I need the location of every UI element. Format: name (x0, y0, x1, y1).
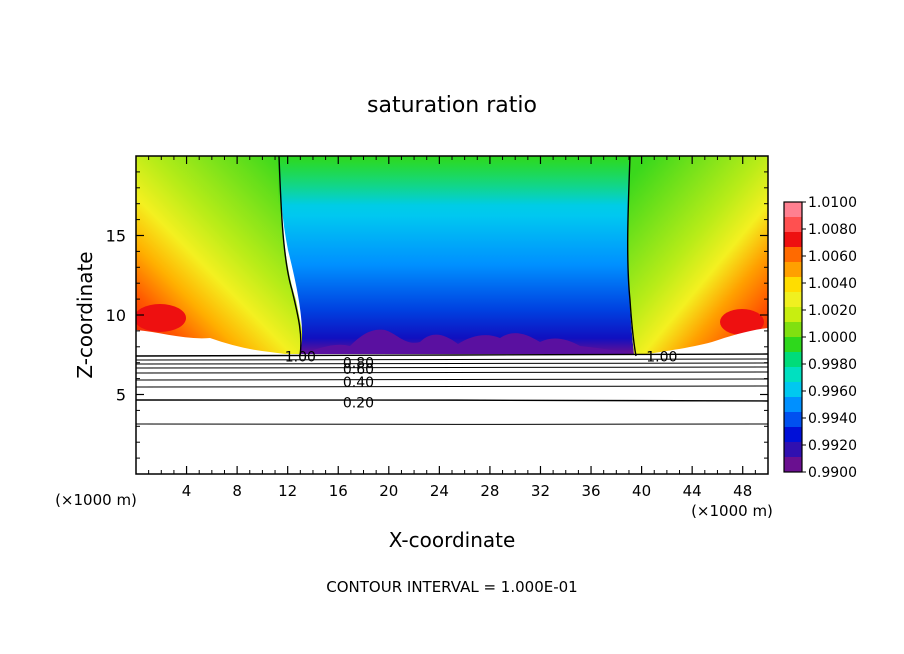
saturation-field (136, 156, 768, 474)
colorbar-label: 0.9920 (808, 438, 857, 454)
colorbar: 1.0100 1.0080 1.0060 1.0040 1.0020 1.0000 0.99… (783, 195, 857, 481)
x-tick-label: 40 (632, 482, 651, 500)
colorbar-label: 0.9940 (808, 411, 857, 427)
colorbar-swatch (784, 322, 802, 338)
colorbar-label: 0.9900 (808, 465, 857, 481)
x-tick-label: 12 (278, 482, 297, 500)
colorbar-swatch (784, 247, 802, 263)
colorbar-swatch (784, 427, 802, 443)
contour-label: 0.40 (343, 375, 374, 391)
colorbar-swatch (784, 367, 802, 383)
contour-label: 0.80 (343, 356, 374, 372)
x-axis-ticks: 4 8 12 16 20 24 28 32 36 40 44 48 (148, 156, 756, 500)
x-tick-label: 48 (733, 482, 752, 500)
contour-interval-label: CONTOUR INTERVAL = 1.000E-01 (326, 578, 577, 596)
colorbar-swatch (784, 457, 802, 473)
y-tick-label: 5 (116, 386, 126, 405)
y-axis-label: Z-coordinate (73, 251, 97, 378)
y-tick-label: 10 (106, 306, 126, 325)
colorbar-label: 0.9960 (808, 384, 857, 400)
x-unit-left: (×1000 m) (55, 491, 137, 509)
chart-title: saturation ratio (367, 93, 537, 118)
colorbar-swatch (784, 397, 802, 413)
colorbar-label: 1.0040 (808, 276, 857, 292)
contour-label: 1.00 (285, 349, 316, 365)
colorbar-label: 1.0080 (808, 222, 857, 238)
colorbar-swatch (784, 292, 802, 308)
colorbar-swatch (784, 352, 802, 368)
contour-label: 0.20 (343, 395, 374, 411)
x-tick-label: 28 (480, 482, 499, 500)
contour-labels: 1.00 1.00 0.800.600.40 0.20 (285, 349, 678, 411)
contour-label: 0.60 (343, 362, 374, 378)
x-tick-label: 20 (379, 482, 398, 500)
y-axis-ticks: 5 10 15 (106, 171, 768, 459)
x-tick-label: 4 (182, 482, 192, 500)
contour-label: 1.00 (646, 349, 677, 365)
x-tick-label: 24 (430, 482, 449, 500)
x-unit-right: (×1000 m) (691, 502, 773, 520)
x-tick-label: 8 (232, 482, 242, 500)
colorbar-swatch (784, 337, 802, 353)
x-tick-label: 32 (531, 482, 550, 500)
contour-lines (135, 353, 769, 425)
colorbar-swatch (784, 307, 802, 323)
colorbar-swatch (784, 232, 802, 248)
colorbar-swatch (784, 262, 802, 278)
colorbar-swatch (784, 442, 802, 458)
x-axis-label: X-coordinate (389, 528, 516, 552)
colorbar-label: 1.0000 (808, 330, 857, 346)
colorbar-swatch (784, 277, 802, 293)
colorbar-label: 1.0060 (808, 249, 857, 265)
x-tick-label: 44 (683, 482, 702, 500)
y-tick-label: 15 (106, 227, 126, 246)
colorbar-label: 1.0100 (808, 195, 857, 211)
x-tick-label: 16 (329, 482, 348, 500)
colorbar-swatch (784, 412, 802, 428)
colorbar-label: 0.9980 (808, 357, 857, 373)
colorbar-label: 1.0020 (808, 303, 857, 319)
colorbar-swatch (784, 202, 802, 218)
x-tick-label: 36 (581, 482, 600, 500)
colorbar-swatch (784, 217, 802, 233)
colorbar-swatch (784, 382, 802, 398)
